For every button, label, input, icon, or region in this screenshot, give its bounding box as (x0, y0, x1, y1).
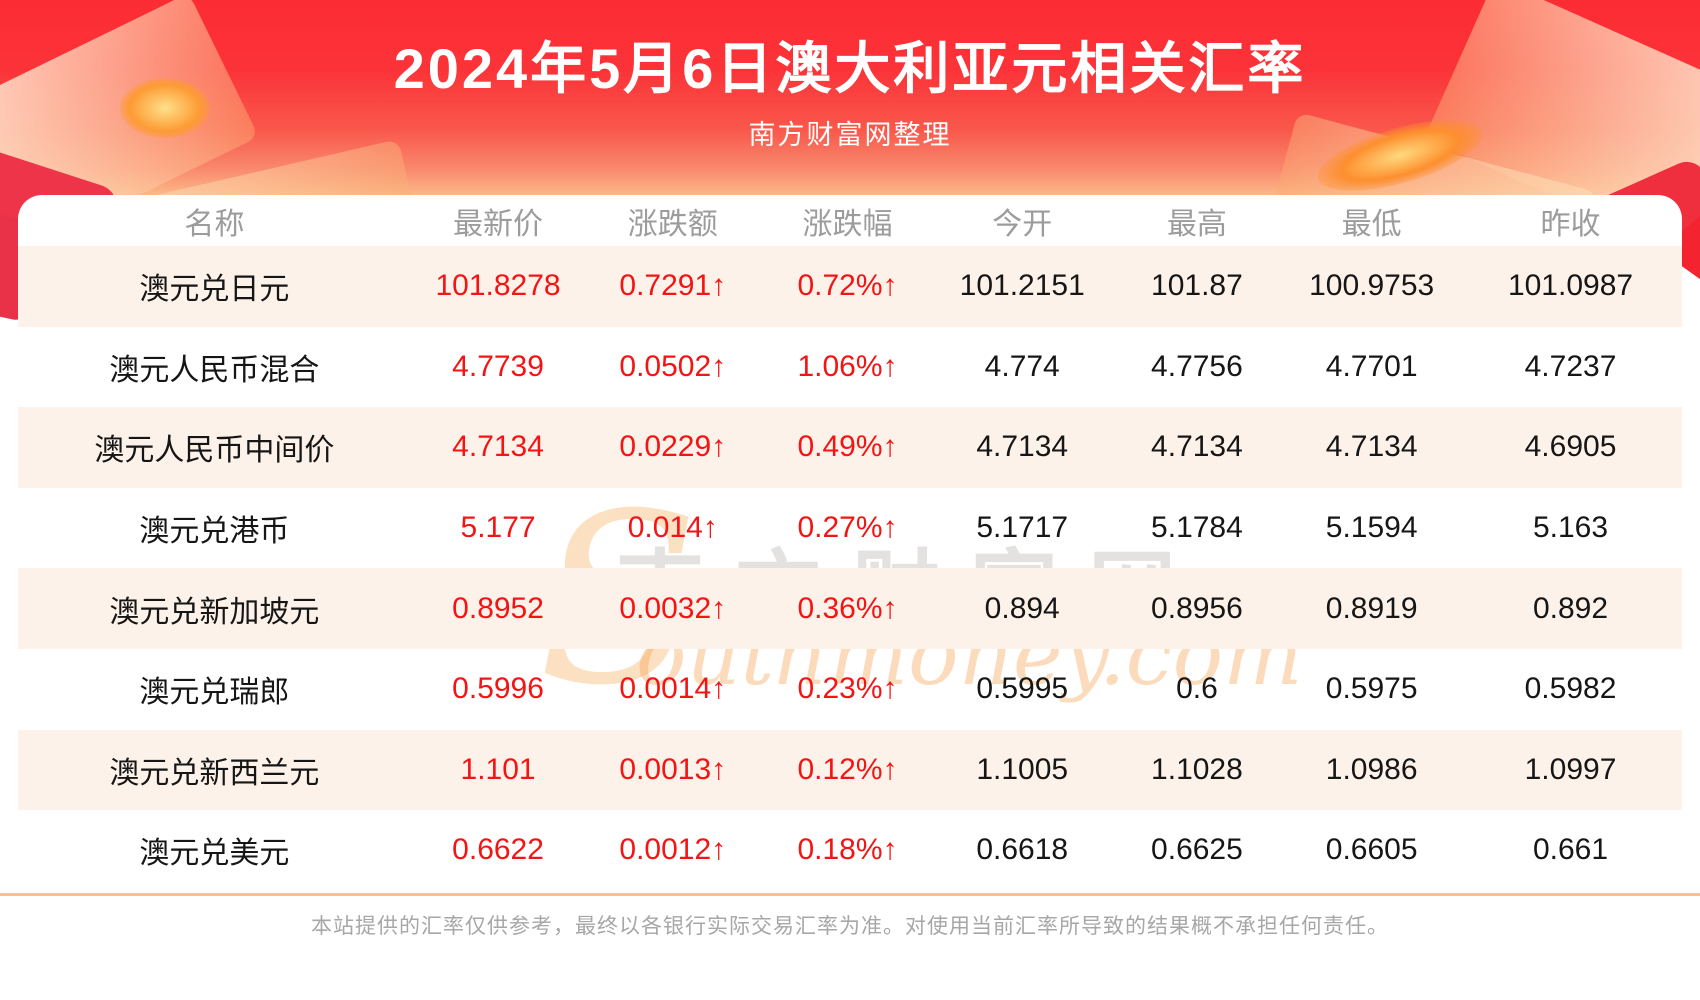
cell-change-pct: 0.12%↑ (797, 752, 898, 786)
cell-latest: 0.6622 (452, 833, 544, 867)
cell-latest: 1.101 (460, 752, 536, 786)
cell-open: 5.1717 (976, 511, 1069, 545)
cell-change: 0.0229↑ (619, 430, 727, 464)
cell-name: 澳元兑港币 (139, 515, 290, 549)
table-row: 澳元兑日元 101.8278 0.7291↑ 0.72%↑ 101.2151 101.87… (18, 246, 1682, 327)
cell-high: 5.1784 (1151, 511, 1243, 545)
table-row: 澳元人民币中间价 4.7134 0.0229↑ 0.49%↑ 4.7134 4.7134 4… (18, 407, 1682, 488)
column-header-prev-close: 昨收 (1540, 207, 1601, 241)
table-header-row: 名称 最新价 涨跌额 涨跌幅 今开 最高 最低 昨收 (18, 195, 1682, 246)
cell-change: 0.0014↑ (619, 672, 727, 706)
cell-latest: 0.8952 (452, 591, 544, 625)
cell-change: 0.0012↑ (619, 833, 727, 867)
divider (0, 893, 1700, 896)
cell-low: 4.7134 (1325, 430, 1418, 464)
cell-open: 0.894 (984, 591, 1060, 625)
cell-open: 4.774 (984, 349, 1060, 383)
cell-high: 4.7756 (1151, 349, 1243, 383)
cell-name: 澳元兑新加坡元 (109, 595, 320, 629)
cell-change: 0.014↑ (627, 511, 718, 545)
cell-high: 1.1028 (1151, 752, 1243, 786)
table-row: 澳元兑美元 0.6622 0.0012↑ 0.18%↑ 0.6618 0.6625 0.66… (18, 810, 1682, 891)
cell-open: 0.6618 (976, 833, 1069, 867)
column-header-high: 最高 (1166, 207, 1227, 241)
cell-change: 0.0502↑ (619, 349, 727, 383)
cell-latest: 5.177 (460, 511, 536, 545)
cell-high: 101.87 (1151, 269, 1243, 303)
cell-low: 1.0986 (1325, 752, 1418, 786)
gold-coin-icon (120, 78, 210, 138)
cell-change-pct: 0.72%↑ (797, 269, 898, 303)
cell-latest: 4.7134 (452, 430, 544, 464)
cell-high: 0.6 (1176, 672, 1218, 706)
cell-open: 1.1005 (976, 752, 1069, 786)
cell-change: 0.0032↑ (619, 591, 727, 625)
cell-low: 0.6605 (1325, 833, 1418, 867)
column-header-latest: 最新价 (453, 207, 544, 241)
cell-open: 101.2151 (959, 269, 1085, 303)
cell-latest: 4.7739 (452, 349, 544, 383)
column-header-change-pct: 涨跌幅 (802, 207, 893, 241)
cell-change: 0.7291↑ (619, 269, 727, 303)
cell-prev-close: 4.6905 (1524, 430, 1617, 464)
cell-prev-close: 101.0987 (1507, 269, 1634, 303)
cell-name: 澳元兑日元 (139, 273, 290, 307)
cell-name: 澳元兑美元 (139, 837, 290, 871)
table-row: 澳元兑新加坡元 0.8952 0.0032↑ 0.36%↑ 0.894 0.8956 0.8… (18, 568, 1682, 649)
column-header-open: 今开 (992, 207, 1053, 241)
table-row: 澳元兑新西兰元 1.101 0.0013↑ 0.12%↑ 1.1005 1.1028 1.0… (18, 729, 1682, 811)
cell-low: 100.9753 (1309, 269, 1435, 303)
cell-name: 澳元人民币中间价 (94, 434, 335, 468)
column-header-low: 最低 (1341, 207, 1402, 241)
cell-change-pct: 0.36%↑ (797, 591, 898, 625)
column-header-name: 名称 (184, 207, 245, 241)
cell-high: 0.6625 (1151, 833, 1243, 867)
table-row: 澳元兑瑞郎 0.5996 0.0014↑ 0.23%↑ 0.5995 0.6 0.5975 0… (18, 649, 1682, 730)
cell-change-pct: 0.49%↑ (797, 430, 898, 464)
footer-disclaimer: 本站提供的汇率仅供参考，最终以各银行实际交易汇率为准。对使用当前汇率所导致的结果… (311, 915, 1389, 938)
cell-low: 0.5975 (1325, 672, 1418, 706)
cell-name: 澳元人民币混合 (109, 353, 320, 387)
table-row: 澳元兑港币 5.177 0.014↑ 0.27%↑ 5.1717 5.1784 5.1594… (18, 488, 1682, 569)
cell-latest: 101.8278 (435, 269, 561, 303)
cell-prev-close: 1.0997 (1524, 752, 1617, 786)
cell-prev-close: 0.892 (1532, 591, 1609, 625)
page-subtitle: 南方财富网整理 (748, 120, 952, 150)
cell-change-pct: 0.18%↑ (797, 833, 898, 867)
cell-prev-close: 4.7237 (1524, 349, 1617, 383)
cell-high: 4.7134 (1151, 430, 1243, 464)
cell-low: 4.7701 (1325, 349, 1418, 383)
cell-prev-close: 5.163 (1532, 511, 1609, 545)
column-header-change: 涨跌额 (627, 207, 718, 241)
cell-change-pct: 1.06%↑ (797, 349, 898, 383)
rates-table-card: S 南方财富网 outhmoney.com 名称 最新价 涨跌额 涨跌幅 今开 … (18, 195, 1682, 893)
cell-name: 澳元兑瑞郎 (139, 676, 290, 710)
exchange-rates-table: 名称 最新价 涨跌额 涨跌幅 今开 最高 最低 昨收 澳元兑日元 101.8278… (18, 195, 1682, 891)
cell-open: 4.7134 (976, 430, 1069, 464)
cell-latest: 0.5996 (452, 672, 544, 706)
cell-change-pct: 0.27%↑ (797, 511, 898, 545)
cell-change: 0.0013↑ (619, 752, 727, 786)
cell-open: 0.5995 (976, 672, 1069, 706)
table-row: 澳元人民币混合 4.7739 0.0502↑ 1.06%↑ 4.774 4.7756 4.7… (18, 327, 1682, 408)
cell-prev-close: 0.661 (1532, 833, 1609, 867)
cell-high: 0.8956 (1151, 591, 1243, 625)
cell-change-pct: 0.23%↑ (797, 672, 898, 706)
page-title: 2024年5月6日澳大利亚元相关汇率 (393, 37, 1307, 100)
cell-low: 0.8919 (1325, 591, 1418, 625)
cell-name: 澳元兑新西兰元 (109, 756, 320, 790)
cell-low: 5.1594 (1325, 511, 1418, 545)
cell-prev-close: 0.5982 (1524, 672, 1617, 706)
